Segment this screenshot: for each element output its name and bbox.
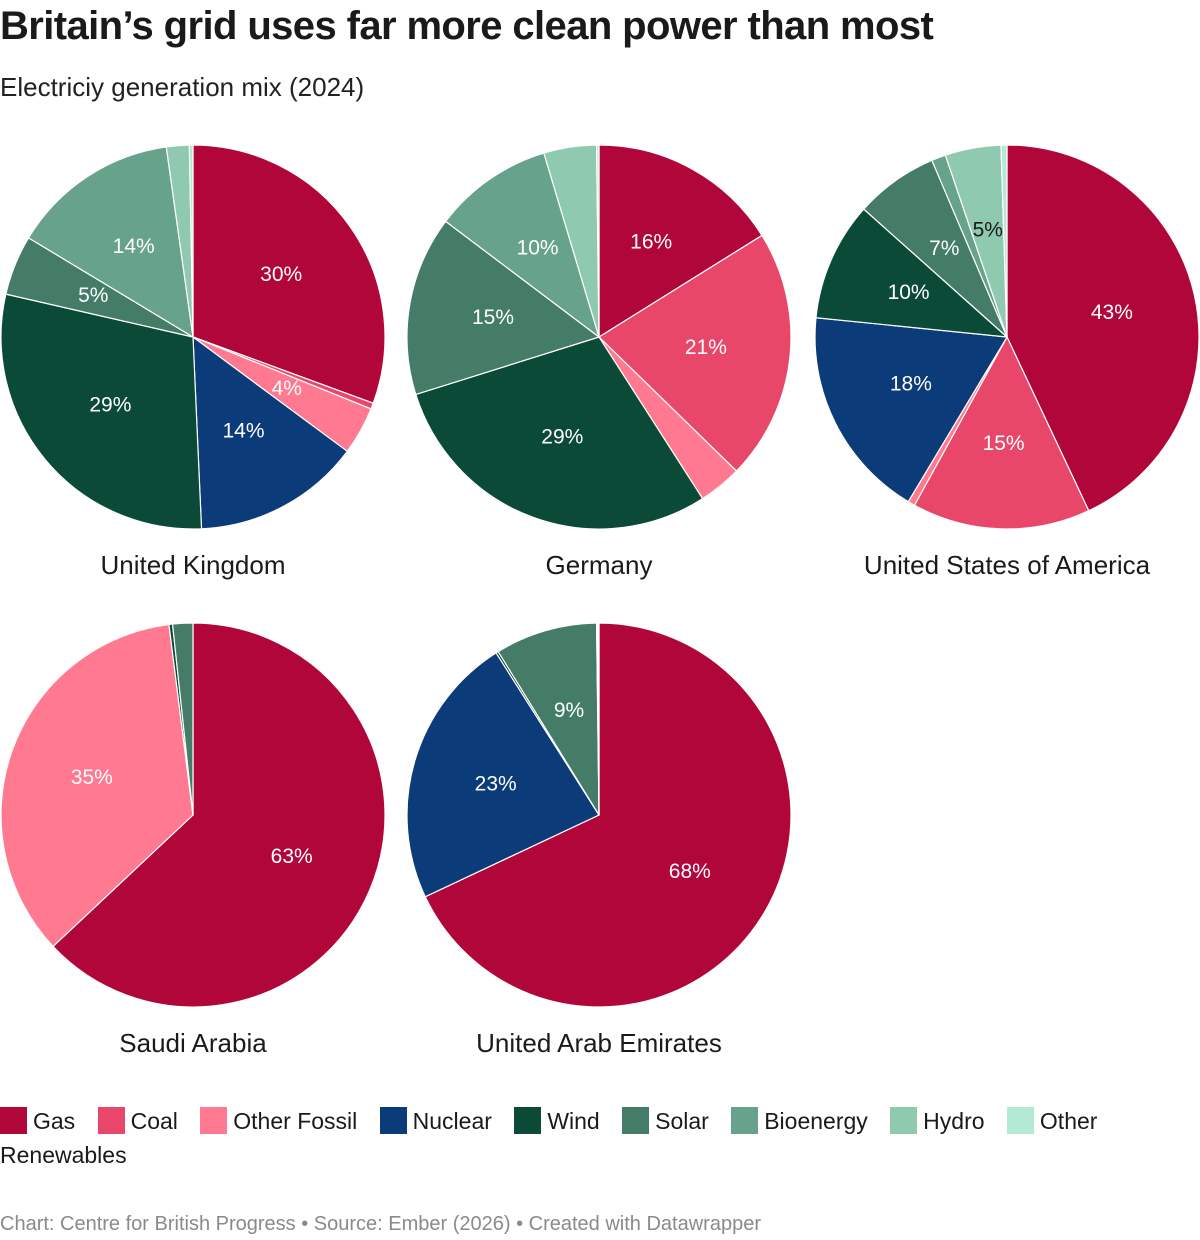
pie-germany: 16% 21% 29% 15% 10% Germany <box>406 144 792 580</box>
data-label-united-kingdom-solar: 5% <box>78 284 108 307</box>
pie-title-saudi-arabia: Saudi Arabia <box>119 1028 267 1058</box>
slice-united-states-of-america-wind <box>815 208 1008 338</box>
pie-united-states-of-america: 43% 15% 18% 10% 7% 5% United States of America <box>814 144 1200 580</box>
legend-swatch-bioenergy <box>731 1107 759 1134</box>
data-label-united-arab-emirates-gas: 68% <box>669 860 711 883</box>
legend-label-solar: Solar <box>655 1108 709 1134</box>
slice-united-kingdom-bioenergy <box>27 146 194 338</box>
legend-swatch-hydro <box>890 1107 918 1134</box>
legend-swatch-gas <box>0 1107 27 1134</box>
legend-label-hydro: Hydro <box>923 1108 985 1134</box>
legend-swatch-wind <box>514 1107 542 1134</box>
slice-germany-gas <box>598 144 763 338</box>
data-label-saudi-arabia-gas: 63% <box>271 845 313 868</box>
data-label-united-states-of-america-gas: 43% <box>1091 301 1133 324</box>
legend-label-wind: Wind <box>547 1108 600 1134</box>
slice-germany-bioenergy <box>445 152 600 338</box>
slice-united-states-of-america-coal <box>913 336 1090 530</box>
pie-title-united-kingdom: United Kingdom <box>101 550 286 580</box>
data-label-germany-coal: 21% <box>685 336 727 359</box>
slice-united-states-of-america-other-renewables <box>1000 144 1008 338</box>
legend-item-coal: Coal <box>97 1107 178 1134</box>
chart-subtitle: Electriciy generation mix (2024) <box>0 72 365 102</box>
data-label-united-kingdom-bioenergy: 14% <box>113 235 155 258</box>
slice-germany-wind <box>415 336 704 530</box>
data-label-united-states-of-america-nuclear: 18% <box>890 373 932 396</box>
data-label-united-kingdom-other-fossil: 4% <box>272 377 302 400</box>
chart-footer: Chart: Centre for British Progress • Sou… <box>0 1213 761 1235</box>
data-label-germany-solar: 15% <box>472 306 514 329</box>
legend-item-hydro: Hydro <box>890 1107 985 1134</box>
legend-swatch-nuclear <box>379 1107 407 1134</box>
data-label-germany-bioenergy: 10% <box>517 236 559 259</box>
legend-label-other-renewables: Other Renewables <box>0 1108 1098 1168</box>
slice-united-kingdom-other-renewables <box>188 144 194 338</box>
legend-item-gas: Gas <box>0 1107 76 1134</box>
legend-label-coal: Coal <box>130 1108 178 1134</box>
pie-united-arab-emirates: 68% 23% 9% United Arab Emirates <box>406 622 792 1058</box>
legend-swatch-coal <box>97 1107 125 1134</box>
slice-united-arab-emirates-gas <box>424 622 792 1008</box>
legend-label-nuclear: Nuclear <box>412 1108 492 1134</box>
slice-united-kingdom-wind <box>0 293 203 530</box>
pie-charts: 30%4%14%29%5%14%United Kingdom16%21%29%1… <box>0 144 1200 1058</box>
legend-label-gas: Gas <box>33 1108 76 1134</box>
slice-germany-solar <box>406 220 600 396</box>
slice-saudi-arabia-gas <box>52 622 386 1008</box>
data-label-united-states-of-america-coal: 15% <box>983 432 1025 455</box>
slice-united-states-of-america-gas <box>1006 144 1200 512</box>
slice-united-arab-emirates-solar <box>497 622 600 816</box>
data-label-united-kingdom-nuclear: 14% <box>222 419 264 442</box>
legend-item-solar: Solar <box>622 1107 709 1134</box>
data-label-united-states-of-america-wind: 10% <box>888 281 930 304</box>
slice-saudi-arabia-solar <box>171 622 194 816</box>
legend-label-bioenergy: Bioenergy <box>764 1108 868 1134</box>
pie-united-kingdom: 30% 4% 14% 29% 5% 14% United Kingdom <box>0 144 386 580</box>
legend: Gas Coal Other Fossil Nuclear Wind Solar… <box>0 1104 1130 1172</box>
data-label-united-arab-emirates-solar: 9% <box>554 699 584 722</box>
data-label-saudi-arabia-other-fossil: 35% <box>71 766 113 789</box>
slice-saudi-arabia-other-fossil <box>0 623 194 948</box>
slice-united-arab-emirates-other-renewables <box>597 622 600 816</box>
legend-item-bioenergy: Bioenergy <box>731 1107 868 1134</box>
chart-title: Britain’s grid uses far more clean power… <box>0 4 934 48</box>
data-label-united-kingdom-wind: 29% <box>89 393 131 416</box>
data-label-united-states-of-america-hydro: 5% <box>973 219 1003 242</box>
legend-swatch-other-fossil <box>200 1107 228 1134</box>
legend-item-other-renewables: Other Renewables <box>0 1107 1098 1168</box>
legend-swatch-other-renewables <box>1006 1107 1034 1134</box>
slice-germany-coal <box>598 234 792 472</box>
pie-title-united-arab-emirates: United Arab Emirates <box>476 1028 722 1058</box>
legend-item-nuclear: Nuclear <box>379 1107 492 1134</box>
slice-united-kingdom-gas <box>192 144 386 404</box>
slice-germany-other-renewables <box>595 144 600 338</box>
slice-united-states-of-america-nuclear <box>814 317 1008 503</box>
legend-swatch-solar <box>622 1107 650 1134</box>
data-label-germany-gas: 16% <box>630 231 672 254</box>
slice-united-arab-emirates-nuclear <box>406 652 600 898</box>
pie-title-germany: Germany <box>546 550 653 580</box>
legend-item-other-fossil: Other Fossil <box>200 1107 358 1134</box>
legend-label-other-fossil: Other Fossil <box>233 1108 358 1134</box>
data-label-united-kingdom-gas: 30% <box>260 263 302 286</box>
pie-title-united-states-of-america: United States of America <box>864 550 1151 580</box>
legend-item-wind: Wind <box>514 1107 600 1134</box>
data-label-united-states-of-america-solar: 7% <box>929 237 959 260</box>
pie-saudi-arabia: 63% 35% Saudi Arabia <box>0 622 386 1058</box>
data-label-united-arab-emirates-nuclear: 23% <box>475 773 517 796</box>
data-label-germany-wind: 29% <box>541 426 583 449</box>
slice-united-kingdom-nuclear <box>192 336 348 530</box>
